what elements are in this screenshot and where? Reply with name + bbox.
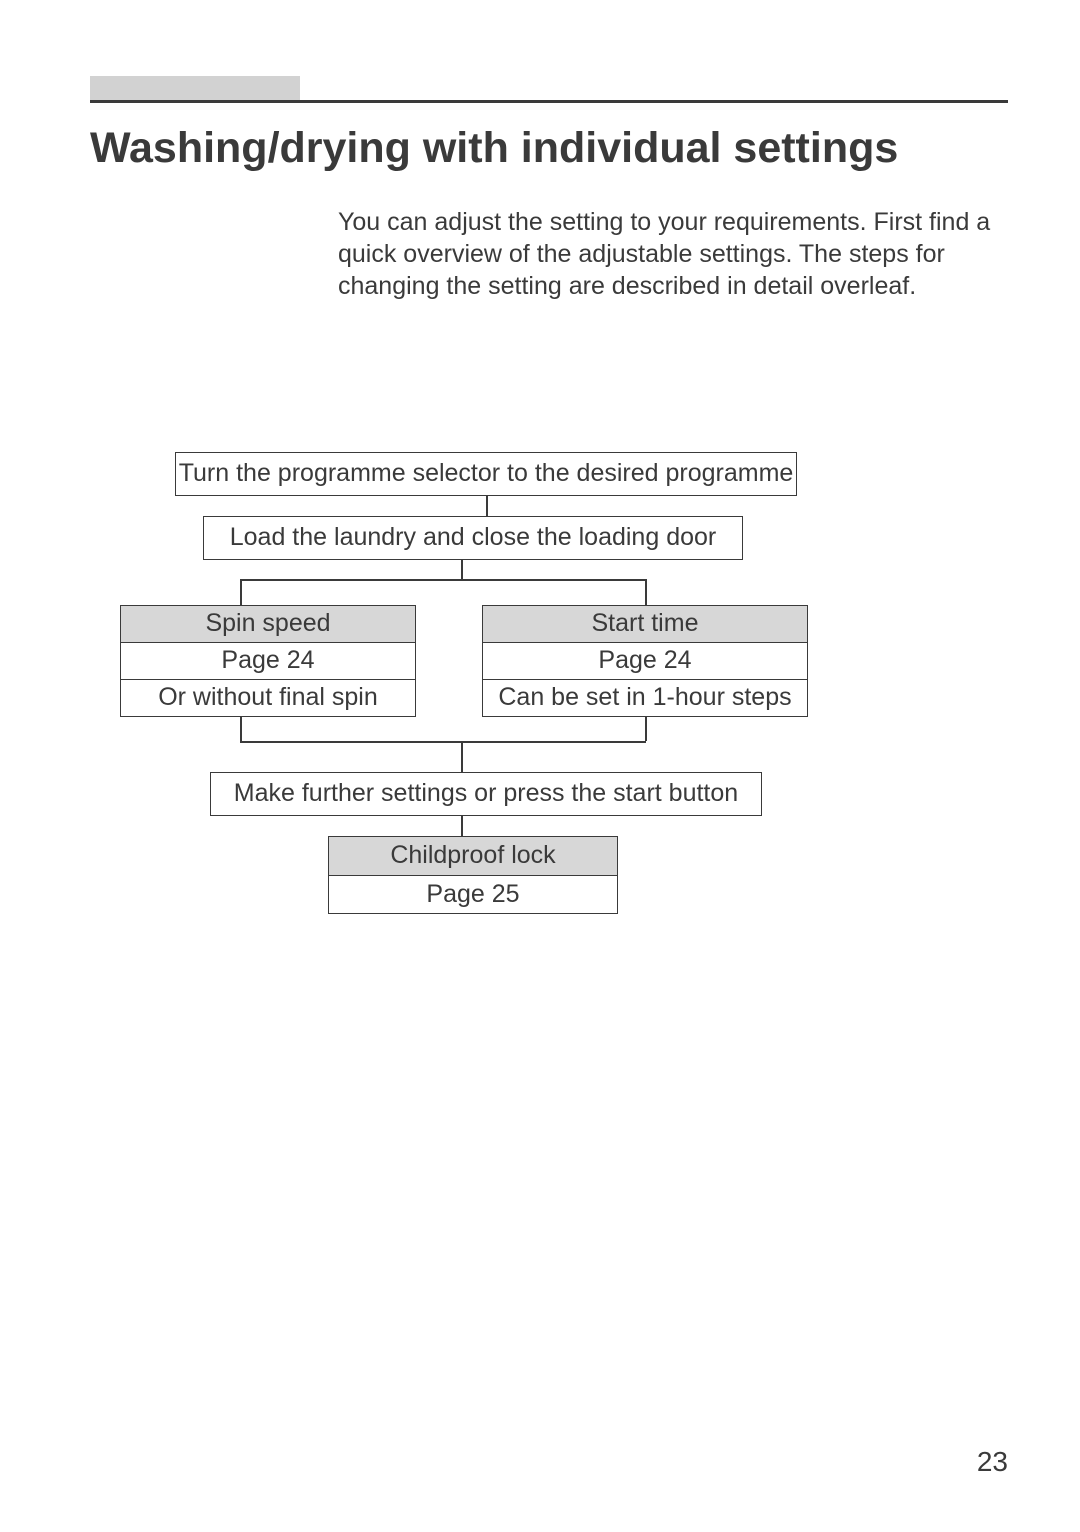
flow-node-spin-header: Spin speed	[121, 606, 415, 643]
flow-edge	[240, 717, 242, 741]
flow-node-step4: Make further settings or press the start…	[210, 772, 762, 816]
intro-paragraph: You can adjust the setting to your requi…	[338, 206, 1018, 302]
flow-edge	[486, 496, 488, 516]
flow-edge	[240, 579, 645, 581]
flow-edge	[461, 741, 463, 772]
header-tab	[90, 76, 300, 100]
flow-edge	[645, 717, 647, 741]
flow-node-spin-page: Page 24	[121, 643, 415, 680]
flow-node-step1: Turn the programme selector to the desir…	[175, 452, 797, 496]
flow-node-spin-note: Or without final spin	[121, 680, 415, 716]
flow-edge	[240, 579, 242, 605]
flow-node-childproof: Childproof lock Page 25	[328, 836, 618, 914]
flow-edge	[461, 816, 463, 836]
page-number: 23	[977, 1446, 1008, 1478]
header-rule	[90, 100, 1008, 103]
flow-node-child-header: Childproof lock	[329, 837, 617, 876]
flow-edge	[461, 560, 463, 579]
flow-edge	[240, 741, 646, 743]
page-title: Washing/drying with individual settings	[90, 125, 1008, 172]
flowchart: Turn the programme selector to the desir…	[90, 452, 900, 952]
flow-node-start-note: Can be set in 1-hour steps	[483, 680, 807, 716]
flow-node-spin: Spin speed Page 24 Or without final spin	[120, 605, 416, 717]
flow-node-start-time: Start time Page 24 Can be set in 1-hour …	[482, 605, 808, 717]
flow-node-start-header: Start time	[483, 606, 807, 643]
flow-node-step2: Load the laundry and close the loading d…	[203, 516, 743, 560]
flow-edge	[645, 579, 647, 605]
flow-node-child-page: Page 25	[329, 876, 617, 914]
flow-node-start-page: Page 24	[483, 643, 807, 680]
